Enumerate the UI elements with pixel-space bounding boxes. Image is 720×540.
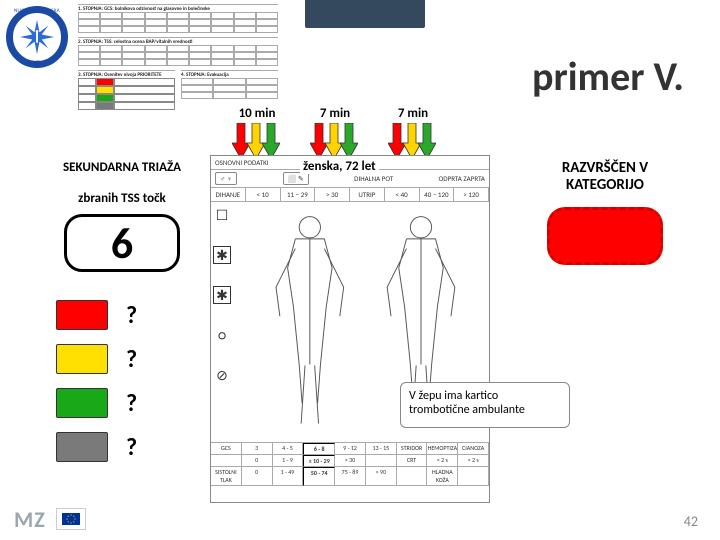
category-question-mark: ? [126,433,137,462]
triage-sheet: OSNOVNI PODATKI ♂ ♀ ⬜ ✎ DIHALNA POTODPRT… [210,155,490,503]
arrow-group-label: 7 min [296,106,374,121]
pocket-note: V žepu ima kartico trombotične ambulante [400,382,570,428]
footer: MZ [0,504,720,534]
category-row: ? [48,300,196,330]
logo-text-top: NUJNA MEDICINSKA [6,8,68,14]
gender-icons: ♂ ♀ [215,172,237,185]
category-color-swatch [56,388,108,418]
classified-heading-l2: KATEGORIJO [530,177,680,194]
left-column: SEKUNDARNA TRIAŽA zbranih TSS točk 6 ???… [48,160,196,476]
arrow-groups: 10 min7 min7 min [218,106,452,159]
legend-symbol-icon: ✱ [213,286,231,304]
legend-symbol-icon: ○ [213,326,231,344]
triage-arrow-icon [418,123,436,159]
category-row: ? [48,432,196,462]
category-row: ? [48,344,196,374]
patient-label: ženska, 72 let [300,159,379,174]
category-color-swatch [56,432,108,462]
category-result-box [547,207,663,265]
triage-arrow-icon [262,123,280,159]
category-row: ? [48,388,196,418]
legend-symbol-icon: ⊘ [213,366,231,384]
category-color-swatch [56,300,108,330]
arrow-group-label: 7 min [374,106,452,121]
title-accent-bar [305,0,425,28]
logo-text-bottom: SLOVENIJA [6,60,68,66]
slide-title: primer V. [532,52,684,101]
category-question-mark: ? [126,301,137,330]
category-question-mark: ? [126,389,137,418]
secondary-triage-heading: SEKUNDARNA TRIAŽA [48,160,196,175]
page-number: 42 [684,513,698,530]
eu-flag-icon [56,508,86,530]
category-list: ???? [48,300,196,462]
triage-arrow-icon [340,123,358,159]
logo: NUJNA MEDICINSKA SLOVENIJA [6,6,68,68]
right-column: RAZVRŠČEN V KATEGORIJO [530,160,680,265]
arrow-group-label: 10 min [218,106,296,121]
mz-logo: MZ [14,506,46,533]
category-color-swatch [56,344,108,374]
category-question-mark: ? [126,345,137,374]
classified-heading-l1: RAZVRŠČEN V [530,160,680,177]
mini-tables: 1. STOPNJA: GCS: bolnikova odzivnost na … [78,4,278,114]
points-collected-label: zbranih TSS točk [48,191,196,206]
legend-symbol-icon: ☐ [213,206,231,224]
legend-symbol-icon: ✱ [213,246,231,264]
score-box: 6 [64,214,180,272]
